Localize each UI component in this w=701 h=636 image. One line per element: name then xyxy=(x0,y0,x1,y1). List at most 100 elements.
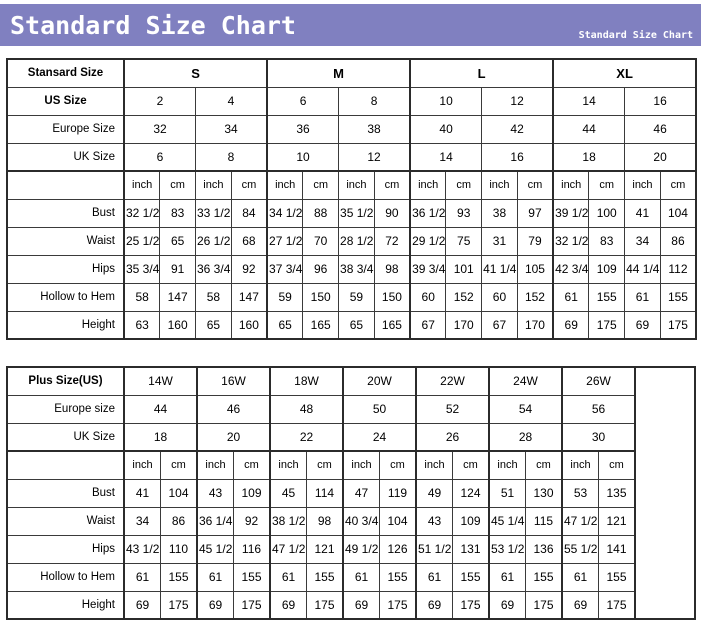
europe-size-value: 44 xyxy=(552,114,626,144)
unit-cell: inch xyxy=(269,450,307,480)
measure-cell: 39 3/4 xyxy=(409,254,447,284)
unit-cell: inch xyxy=(481,170,518,200)
measure-cell: 69 xyxy=(561,590,599,620)
measure-cell: 45 1/2 xyxy=(196,534,234,564)
measure-cell: 69 xyxy=(269,590,307,620)
uk-size-value: 16 xyxy=(481,142,554,172)
empty-tail-cell xyxy=(634,366,696,620)
measure-cell: 25 1/2 xyxy=(123,226,161,256)
table-row: Bust 41 104 43 109 45 114 47 119 49 124 … xyxy=(6,478,695,508)
measure-cell: 51 xyxy=(488,478,526,508)
row-label-europe-size: Europe Size xyxy=(6,114,125,144)
row-label-height: Height xyxy=(6,590,125,620)
table-row-plus-sizes: Plus Size(US) 14W 16W 18W 20W 22W 24W 26… xyxy=(6,366,696,620)
measure-cell: 175 xyxy=(588,310,626,340)
measure-cell: 101 xyxy=(445,254,483,284)
measure-cell: 155 xyxy=(525,562,563,592)
uk-size-value: 22 xyxy=(269,422,344,452)
measure-cell: 175 xyxy=(525,590,563,620)
row-label-uk-size: UK Size xyxy=(6,422,125,452)
unit-cell: cm xyxy=(230,170,268,200)
measure-cell: 65 xyxy=(159,226,196,256)
uk-size-value: 6 xyxy=(123,142,196,172)
measure-cell: 70 xyxy=(302,226,340,256)
measure-cell: 61 xyxy=(415,562,453,592)
measure-cell: 34 xyxy=(624,226,661,256)
corner-label: Standard Size Chart xyxy=(578,30,693,41)
measure-cell: 32 1/2 xyxy=(552,226,590,256)
measure-cell: 67 xyxy=(481,310,518,340)
measure-cell: 92 xyxy=(233,506,271,536)
measure-cell: 60 xyxy=(409,282,447,312)
europe-size-value: 34 xyxy=(195,114,268,144)
measure-cell: 61 xyxy=(342,562,380,592)
measure-cell: 175 xyxy=(598,590,636,620)
measure-cell: 39 1/2 xyxy=(552,198,590,228)
row-label-hips: Hips xyxy=(6,534,125,564)
row-label-waist: Waist xyxy=(6,226,125,256)
measure-cell: 160 xyxy=(230,310,268,340)
unit-cell: inch xyxy=(624,170,661,200)
row-label-bust: Bust xyxy=(6,478,125,508)
measure-cell: 100 xyxy=(588,198,626,228)
measure-cell: 40 3/4 xyxy=(342,506,380,536)
measure-cell: 104 xyxy=(379,506,417,536)
unit-cell: inch xyxy=(266,170,304,200)
measure-cell: 36 1/2 xyxy=(409,198,447,228)
title-band: Standard Size Chart Standard Size Chart xyxy=(0,4,701,46)
unit-cell: inch xyxy=(338,170,375,200)
standard-size-table: Stansard Size S M L XL US Size 2 4 6 8 1… xyxy=(6,58,698,340)
us-size-value: 4 xyxy=(195,86,268,116)
plus-size-value: 26W xyxy=(561,366,636,396)
standard-table-body: Stansard Size S M L XL US Size 2 4 6 8 1… xyxy=(6,58,697,340)
measure-cell: 160 xyxy=(159,310,196,340)
unit-cell: cm xyxy=(233,450,271,480)
measure-cell: 41 xyxy=(123,478,161,508)
measure-cell: 38 xyxy=(481,198,518,228)
measure-cell: 165 xyxy=(302,310,340,340)
europe-size-value: 42 xyxy=(481,114,554,144)
measure-cell: 155 xyxy=(379,562,417,592)
unit-cell: inch xyxy=(123,450,161,480)
measure-cell: 31 xyxy=(481,226,518,256)
plus-size-value: 24W xyxy=(488,366,563,396)
measure-cell: 49 xyxy=(415,478,453,508)
measure-cell: 75 xyxy=(445,226,483,256)
measure-cell: 152 xyxy=(445,282,483,312)
measure-cell: 170 xyxy=(516,310,554,340)
us-size-value: 16 xyxy=(624,86,697,116)
measure-cell: 112 xyxy=(659,254,697,284)
uk-size-value: 8 xyxy=(195,142,268,172)
table-row-plus-europe: Europe size 44 46 48 50 52 54 56 xyxy=(6,394,695,424)
uk-size-value: 18 xyxy=(123,422,198,452)
measure-cell: 147 xyxy=(159,282,196,312)
measure-cell: 119 xyxy=(379,478,417,508)
unit-cell: cm xyxy=(598,450,636,480)
unit-cell: cm xyxy=(452,450,490,480)
measure-cell: 175 xyxy=(379,590,417,620)
measure-cell: 61 xyxy=(196,562,234,592)
measure-cell: 43 xyxy=(415,506,453,536)
unit-cell: cm xyxy=(659,170,697,200)
measure-cell: 98 xyxy=(306,506,344,536)
measure-cell: 155 xyxy=(160,562,198,592)
measure-cell: 44 1/4 xyxy=(624,254,661,284)
uk-size-value: 10 xyxy=(266,142,340,172)
table-row-size-groups: Stansard Size S M L XL xyxy=(6,58,697,88)
measure-cell: 55 1/2 xyxy=(561,534,599,564)
measure-cell: 96 xyxy=(302,254,340,284)
us-size-value: 14 xyxy=(552,86,626,116)
europe-size-value: 46 xyxy=(196,394,271,424)
europe-size-value: 56 xyxy=(561,394,636,424)
measure-cell: 92 xyxy=(230,254,268,284)
measure-cell: 88 xyxy=(302,198,340,228)
size-group-m: M xyxy=(266,58,411,88)
uk-size-value: 20 xyxy=(624,142,697,172)
measure-cell: 60 xyxy=(481,282,518,312)
row-label-europe-size: Europe size xyxy=(6,394,125,424)
measure-cell: 104 xyxy=(659,198,697,228)
measure-cell: 109 xyxy=(588,254,626,284)
measure-cell: 45 1/4 xyxy=(488,506,526,536)
measure-cell: 49 1/2 xyxy=(342,534,380,564)
